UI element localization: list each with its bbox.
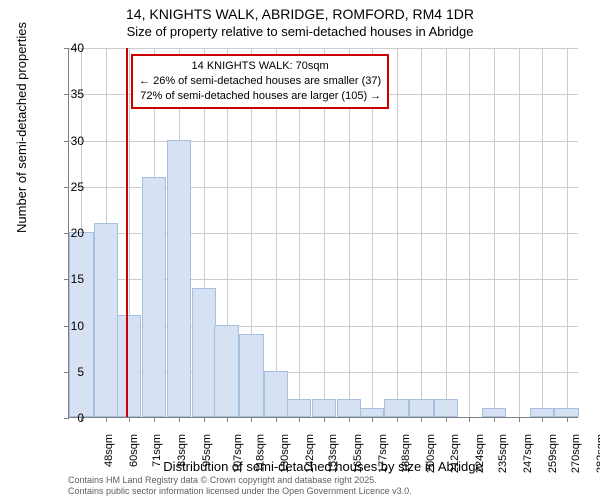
x-tick-mark xyxy=(519,417,520,422)
y-tick-label: 20 xyxy=(54,226,84,240)
x-tick-mark xyxy=(154,417,155,422)
x-tick-mark xyxy=(276,417,277,422)
grid-line-v xyxy=(469,48,470,417)
callout-line1: 14 KNIGHTS WALK: 70sqm xyxy=(139,59,381,74)
x-tick-mark xyxy=(324,417,325,422)
x-tick-mark xyxy=(567,417,568,422)
x-tick-mark xyxy=(227,417,228,422)
histogram-bar xyxy=(214,325,238,418)
x-tick-label: 107sqm xyxy=(232,434,244,473)
x-tick-mark xyxy=(446,417,447,422)
y-tick-label: 0 xyxy=(54,411,84,425)
y-tick-label: 5 xyxy=(54,365,84,379)
histogram-bar xyxy=(239,334,263,417)
x-tick-mark xyxy=(372,417,373,422)
y-tick-label: 15 xyxy=(54,272,84,286)
y-tick-label: 25 xyxy=(54,180,84,194)
callout-line2: ← 26% of semi-detached houses are smalle… xyxy=(139,74,381,89)
x-tick-label: 83sqm xyxy=(176,434,188,467)
histogram-bar xyxy=(312,399,336,418)
x-tick-mark xyxy=(204,417,205,422)
x-tick-label: 48sqm xyxy=(103,434,115,467)
x-tick-mark xyxy=(179,417,180,422)
histogram-bar xyxy=(360,408,384,417)
chart-footer: Contains HM Land Registry data © Crown c… xyxy=(68,475,412,497)
x-tick-label: 71sqm xyxy=(151,434,163,467)
x-tick-mark xyxy=(129,417,130,422)
histogram-bar xyxy=(167,140,191,418)
x-tick-mark xyxy=(349,417,350,422)
x-tick-label: 282sqm xyxy=(595,434,600,473)
histogram-bar xyxy=(554,408,578,417)
footer-line2: Contains public sector information licen… xyxy=(68,486,412,497)
histogram-bar xyxy=(94,223,118,417)
histogram-bar xyxy=(142,177,166,418)
histogram-bar xyxy=(409,399,433,418)
title-line1: 14, KNIGHTS WALK, ABRIDGE, ROMFORD, RM4 … xyxy=(0,6,600,22)
histogram-bar xyxy=(117,315,141,417)
grid-line-v xyxy=(397,48,398,417)
x-tick-label: 247sqm xyxy=(522,434,534,473)
x-tick-label: 118sqm xyxy=(254,434,266,472)
y-tick-label: 30 xyxy=(54,134,84,148)
x-tick-label: 153sqm xyxy=(327,434,339,473)
x-tick-label: 188sqm xyxy=(400,434,412,473)
plot-area: 14 KNIGHTS WALK: 70sqm← 26% of semi-deta… xyxy=(68,48,578,418)
x-tick-label: 142sqm xyxy=(304,434,316,473)
x-tick-label: 165sqm xyxy=(352,434,364,473)
grid-line-v xyxy=(421,48,422,417)
callout-box: 14 KNIGHTS WALK: 70sqm← 26% of semi-deta… xyxy=(131,54,389,109)
histogram-bar xyxy=(287,399,311,418)
title-line2: Size of property relative to semi-detach… xyxy=(0,24,600,39)
x-tick-mark xyxy=(397,417,398,422)
x-tick-mark xyxy=(299,417,300,422)
x-tick-mark xyxy=(421,417,422,422)
x-tick-mark xyxy=(542,417,543,422)
x-tick-label: 60sqm xyxy=(128,434,140,467)
x-tick-label: 177sqm xyxy=(377,434,389,473)
histogram-bar xyxy=(384,399,408,418)
x-tick-label: 259sqm xyxy=(547,434,559,473)
reference-line xyxy=(126,48,128,417)
grid-line-v xyxy=(446,48,447,417)
histogram-bar xyxy=(264,371,288,417)
x-tick-label: 130sqm xyxy=(280,434,292,473)
y-axis-label: Number of semi-detached properties xyxy=(14,22,29,233)
x-tick-mark xyxy=(494,417,495,422)
y-tick-label: 10 xyxy=(54,319,84,333)
footer-line1: Contains HM Land Registry data © Crown c… xyxy=(68,475,412,486)
histogram-bar xyxy=(482,408,506,417)
x-tick-mark xyxy=(469,417,470,422)
grid-line-v xyxy=(567,48,568,417)
x-tick-mark xyxy=(251,417,252,422)
x-tick-label: 224sqm xyxy=(474,434,486,473)
histogram-bar xyxy=(337,399,361,418)
histogram-bar xyxy=(192,288,216,418)
chart-title: 14, KNIGHTS WALK, ABRIDGE, ROMFORD, RM4 … xyxy=(0,6,600,39)
grid-line-v xyxy=(542,48,543,417)
y-tick-label: 40 xyxy=(54,41,84,55)
x-tick-mark xyxy=(106,417,107,422)
x-tick-label: 235sqm xyxy=(497,434,509,473)
chart-container: 14, KNIGHTS WALK, ABRIDGE, ROMFORD, RM4 … xyxy=(0,0,600,500)
histogram-bar xyxy=(530,408,554,417)
x-tick-label: 270sqm xyxy=(570,434,582,473)
x-tick-label: 200sqm xyxy=(425,434,437,473)
grid-line-v xyxy=(519,48,520,417)
y-tick-label: 35 xyxy=(54,87,84,101)
histogram-bar xyxy=(434,399,458,418)
callout-line3: 72% of semi-detached houses are larger (… xyxy=(139,89,381,104)
x-tick-label: 212sqm xyxy=(450,434,462,473)
grid-line-v xyxy=(494,48,495,417)
x-tick-label: 95sqm xyxy=(201,434,213,467)
